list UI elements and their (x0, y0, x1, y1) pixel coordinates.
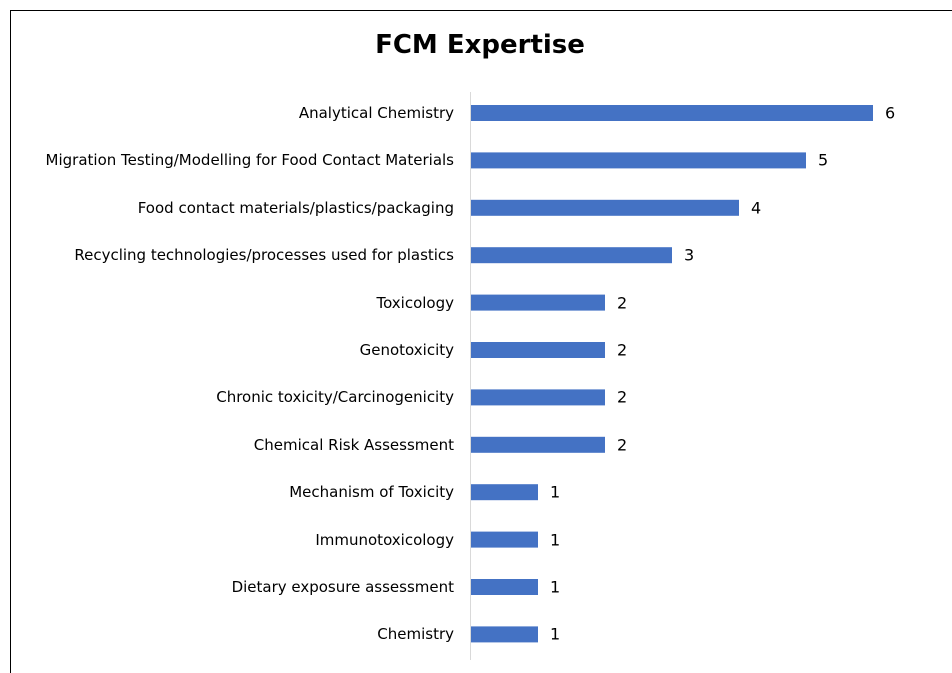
data-label: 1 (550, 577, 561, 597)
category-label: Recycling technologies/processes used fo… (74, 246, 454, 265)
category-label: Migration Testing/Modelling for Food Con… (45, 151, 454, 170)
bar (471, 531, 538, 548)
chart-frame (10, 10, 952, 673)
category-label: Analytical Chemistry (298, 104, 454, 122)
data-label: 2 (617, 293, 628, 313)
data-label: 6 (885, 103, 896, 123)
category-label: Immunotoxicology (315, 530, 454, 549)
data-label: 2 (617, 340, 628, 360)
data-label: 1 (550, 624, 561, 644)
bar (471, 294, 605, 311)
bar (471, 247, 672, 264)
category-label: Toxicology (376, 293, 454, 312)
category-label: Chemistry (377, 625, 454, 644)
category-label: Dietary exposure assessment (231, 578, 454, 596)
bar (471, 484, 538, 501)
data-label: 3 (684, 245, 695, 265)
category-label: Chemical Risk Assessment (253, 435, 454, 454)
bar (471, 199, 739, 216)
category-label: Chronic toxicity/Carcinogenicity (216, 388, 454, 407)
data-label: 1 (550, 482, 561, 502)
category-label: Mechanism of Toxicity (289, 483, 454, 502)
data-label: 2 (617, 387, 628, 407)
bar (471, 389, 605, 406)
data-label: 2 (617, 435, 628, 455)
bar (471, 105, 873, 121)
bar (471, 342, 605, 358)
data-label: 1 (550, 530, 561, 550)
chart-title: FCM Expertise (375, 30, 585, 60)
bar (471, 626, 538, 643)
bar (471, 436, 605, 453)
bar (471, 579, 538, 595)
category-label: Food contact materials/plastics/packagin… (137, 198, 454, 217)
category-label: Genotoxicity (359, 341, 454, 359)
bar (471, 152, 806, 169)
data-label: 4 (751, 198, 762, 218)
data-label: 5 (818, 150, 829, 170)
